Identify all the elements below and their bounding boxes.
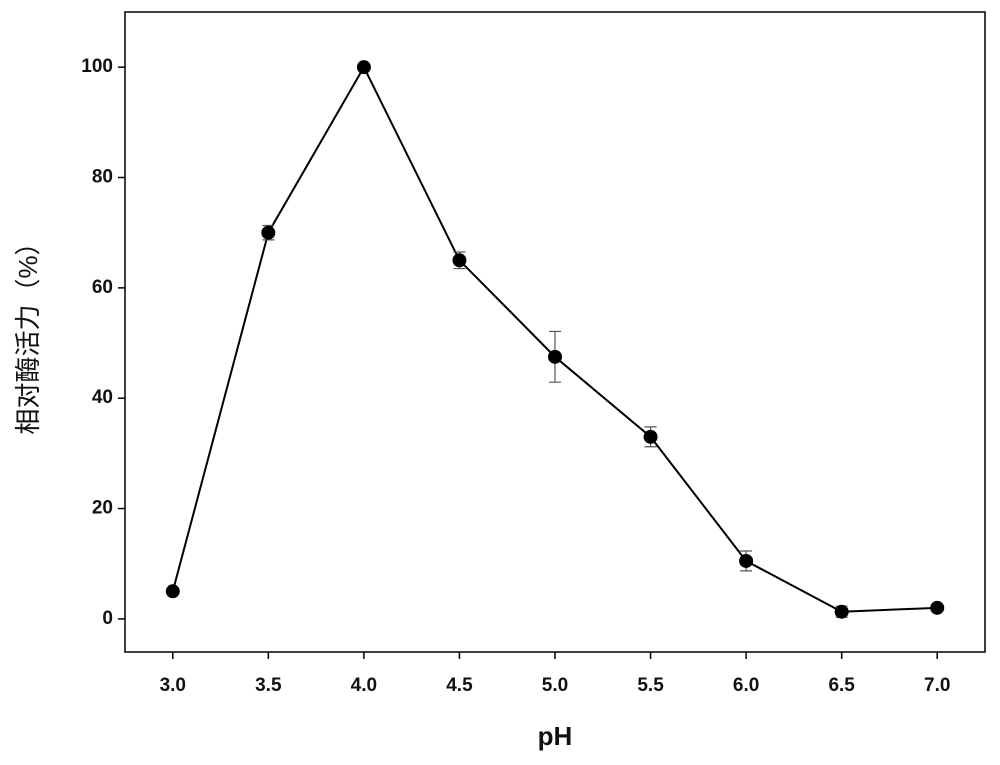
y-tick-label: 60 <box>92 277 113 298</box>
x-tick-label: 6.5 <box>828 675 855 696</box>
x-tick-label: 7.0 <box>924 675 950 696</box>
y-tick-label: 100 <box>81 56 113 77</box>
data-point <box>739 553 754 568</box>
data-point <box>930 600 945 615</box>
x-tick-label: 4.0 <box>351 675 377 696</box>
x-axis-title: pH <box>538 721 573 751</box>
x-tick-label: 5.0 <box>542 675 568 696</box>
data-point <box>261 225 276 240</box>
y-tick-label: 20 <box>92 498 113 519</box>
x-tick-label: 5.5 <box>637 675 664 696</box>
x-tick-label: 3.0 <box>160 675 186 696</box>
x-tick-label: 4.5 <box>446 675 473 696</box>
data-point <box>165 584 180 599</box>
data-point <box>834 604 849 619</box>
x-tick-label: 6.0 <box>733 675 759 696</box>
data-point <box>356 60 371 75</box>
data-point <box>643 429 658 444</box>
y-tick-label: 0 <box>102 608 113 629</box>
y-tick-label: 80 <box>92 167 113 188</box>
x-tick-label: 3.5 <box>255 675 282 696</box>
y-tick-label: 40 <box>92 387 113 408</box>
data-point <box>548 349 562 364</box>
y-axis-title: 相对酶活力（%） <box>13 229 43 434</box>
data-point <box>452 253 467 268</box>
